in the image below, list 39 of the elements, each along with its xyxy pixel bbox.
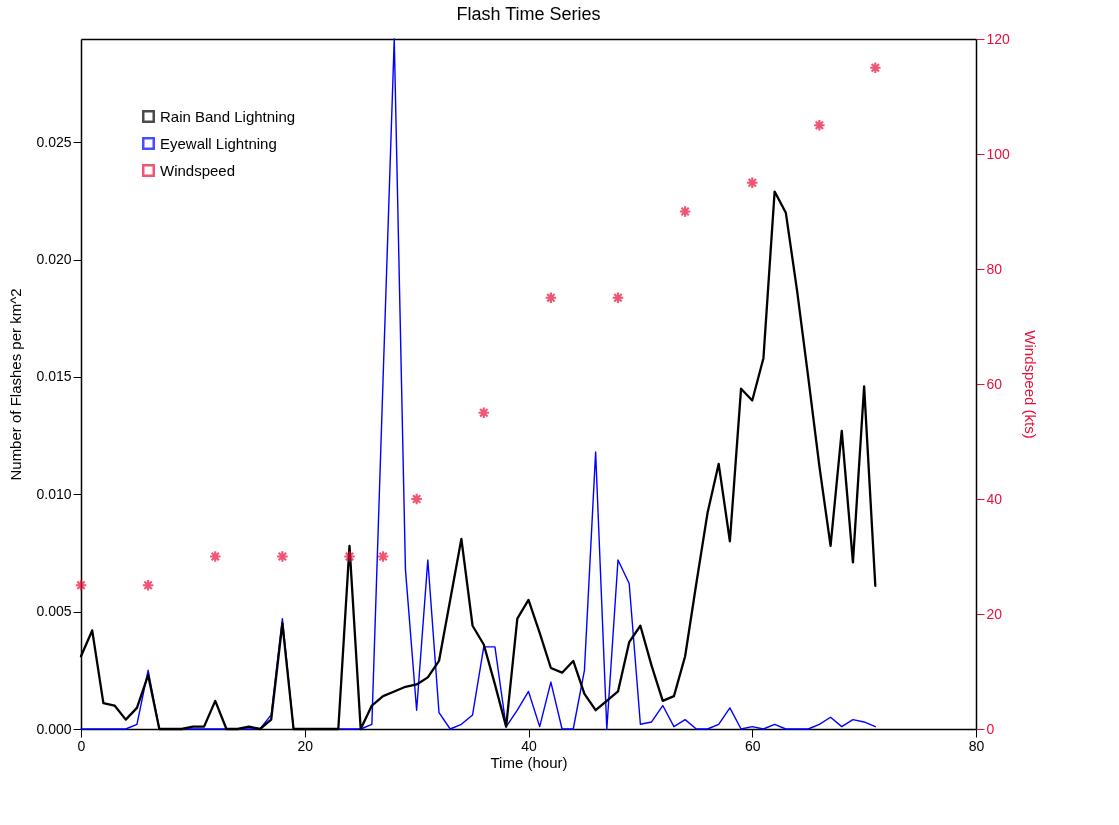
y2-tick-label: 40	[986, 490, 1003, 507]
point	[868, 61, 882, 75]
point	[745, 176, 759, 190]
point	[276, 550, 289, 563]
y-tick-label: 0.015	[36, 368, 72, 385]
point	[410, 492, 423, 506]
y2-tick-label: 60	[986, 375, 1003, 392]
y-tick-label: 0.020	[36, 251, 72, 268]
y2-tick-label: 120	[986, 30, 1011, 47]
y2-tick-label: 100	[986, 145, 1011, 162]
x-tick-label: 20	[297, 737, 314, 754]
x-tick-label: 40	[521, 737, 537, 754]
point	[141, 578, 155, 592]
legend-label: Windspeed	[160, 161, 236, 179]
point	[611, 291, 625, 305]
y2-tick-label: 80	[986, 260, 1003, 277]
y-axis-title: Number of Flashes per km^2	[7, 288, 25, 481]
point	[813, 118, 826, 132]
y-tick-label: 0.025	[36, 133, 72, 150]
legend-label: Rain Band Lightning	[160, 107, 296, 125]
point	[208, 550, 222, 563]
legend-label: Eyewall Lightning	[160, 134, 277, 152]
y-tick-label: 0.010	[36, 485, 72, 502]
y-tick-label: 0.000	[36, 720, 72, 737]
point	[74, 578, 88, 592]
x-tick-label: 80	[968, 737, 985, 754]
y2-tick-label: 0	[986, 720, 995, 737]
point	[343, 550, 356, 563]
x-axis-title: Time (hour)	[490, 753, 568, 771]
point	[477, 406, 491, 420]
point	[678, 205, 692, 218]
y-tick-label: 0.005	[36, 603, 72, 620]
x-tick-label: 0	[77, 737, 86, 754]
point	[544, 291, 558, 305]
chart-title: Flash Time Series	[456, 4, 601, 24]
x-tick-label: 60	[744, 737, 761, 754]
point	[376, 550, 390, 563]
y2-tick-label: 20	[986, 605, 1003, 622]
y2-axis-title: Windspeed (kts)	[1021, 330, 1039, 439]
